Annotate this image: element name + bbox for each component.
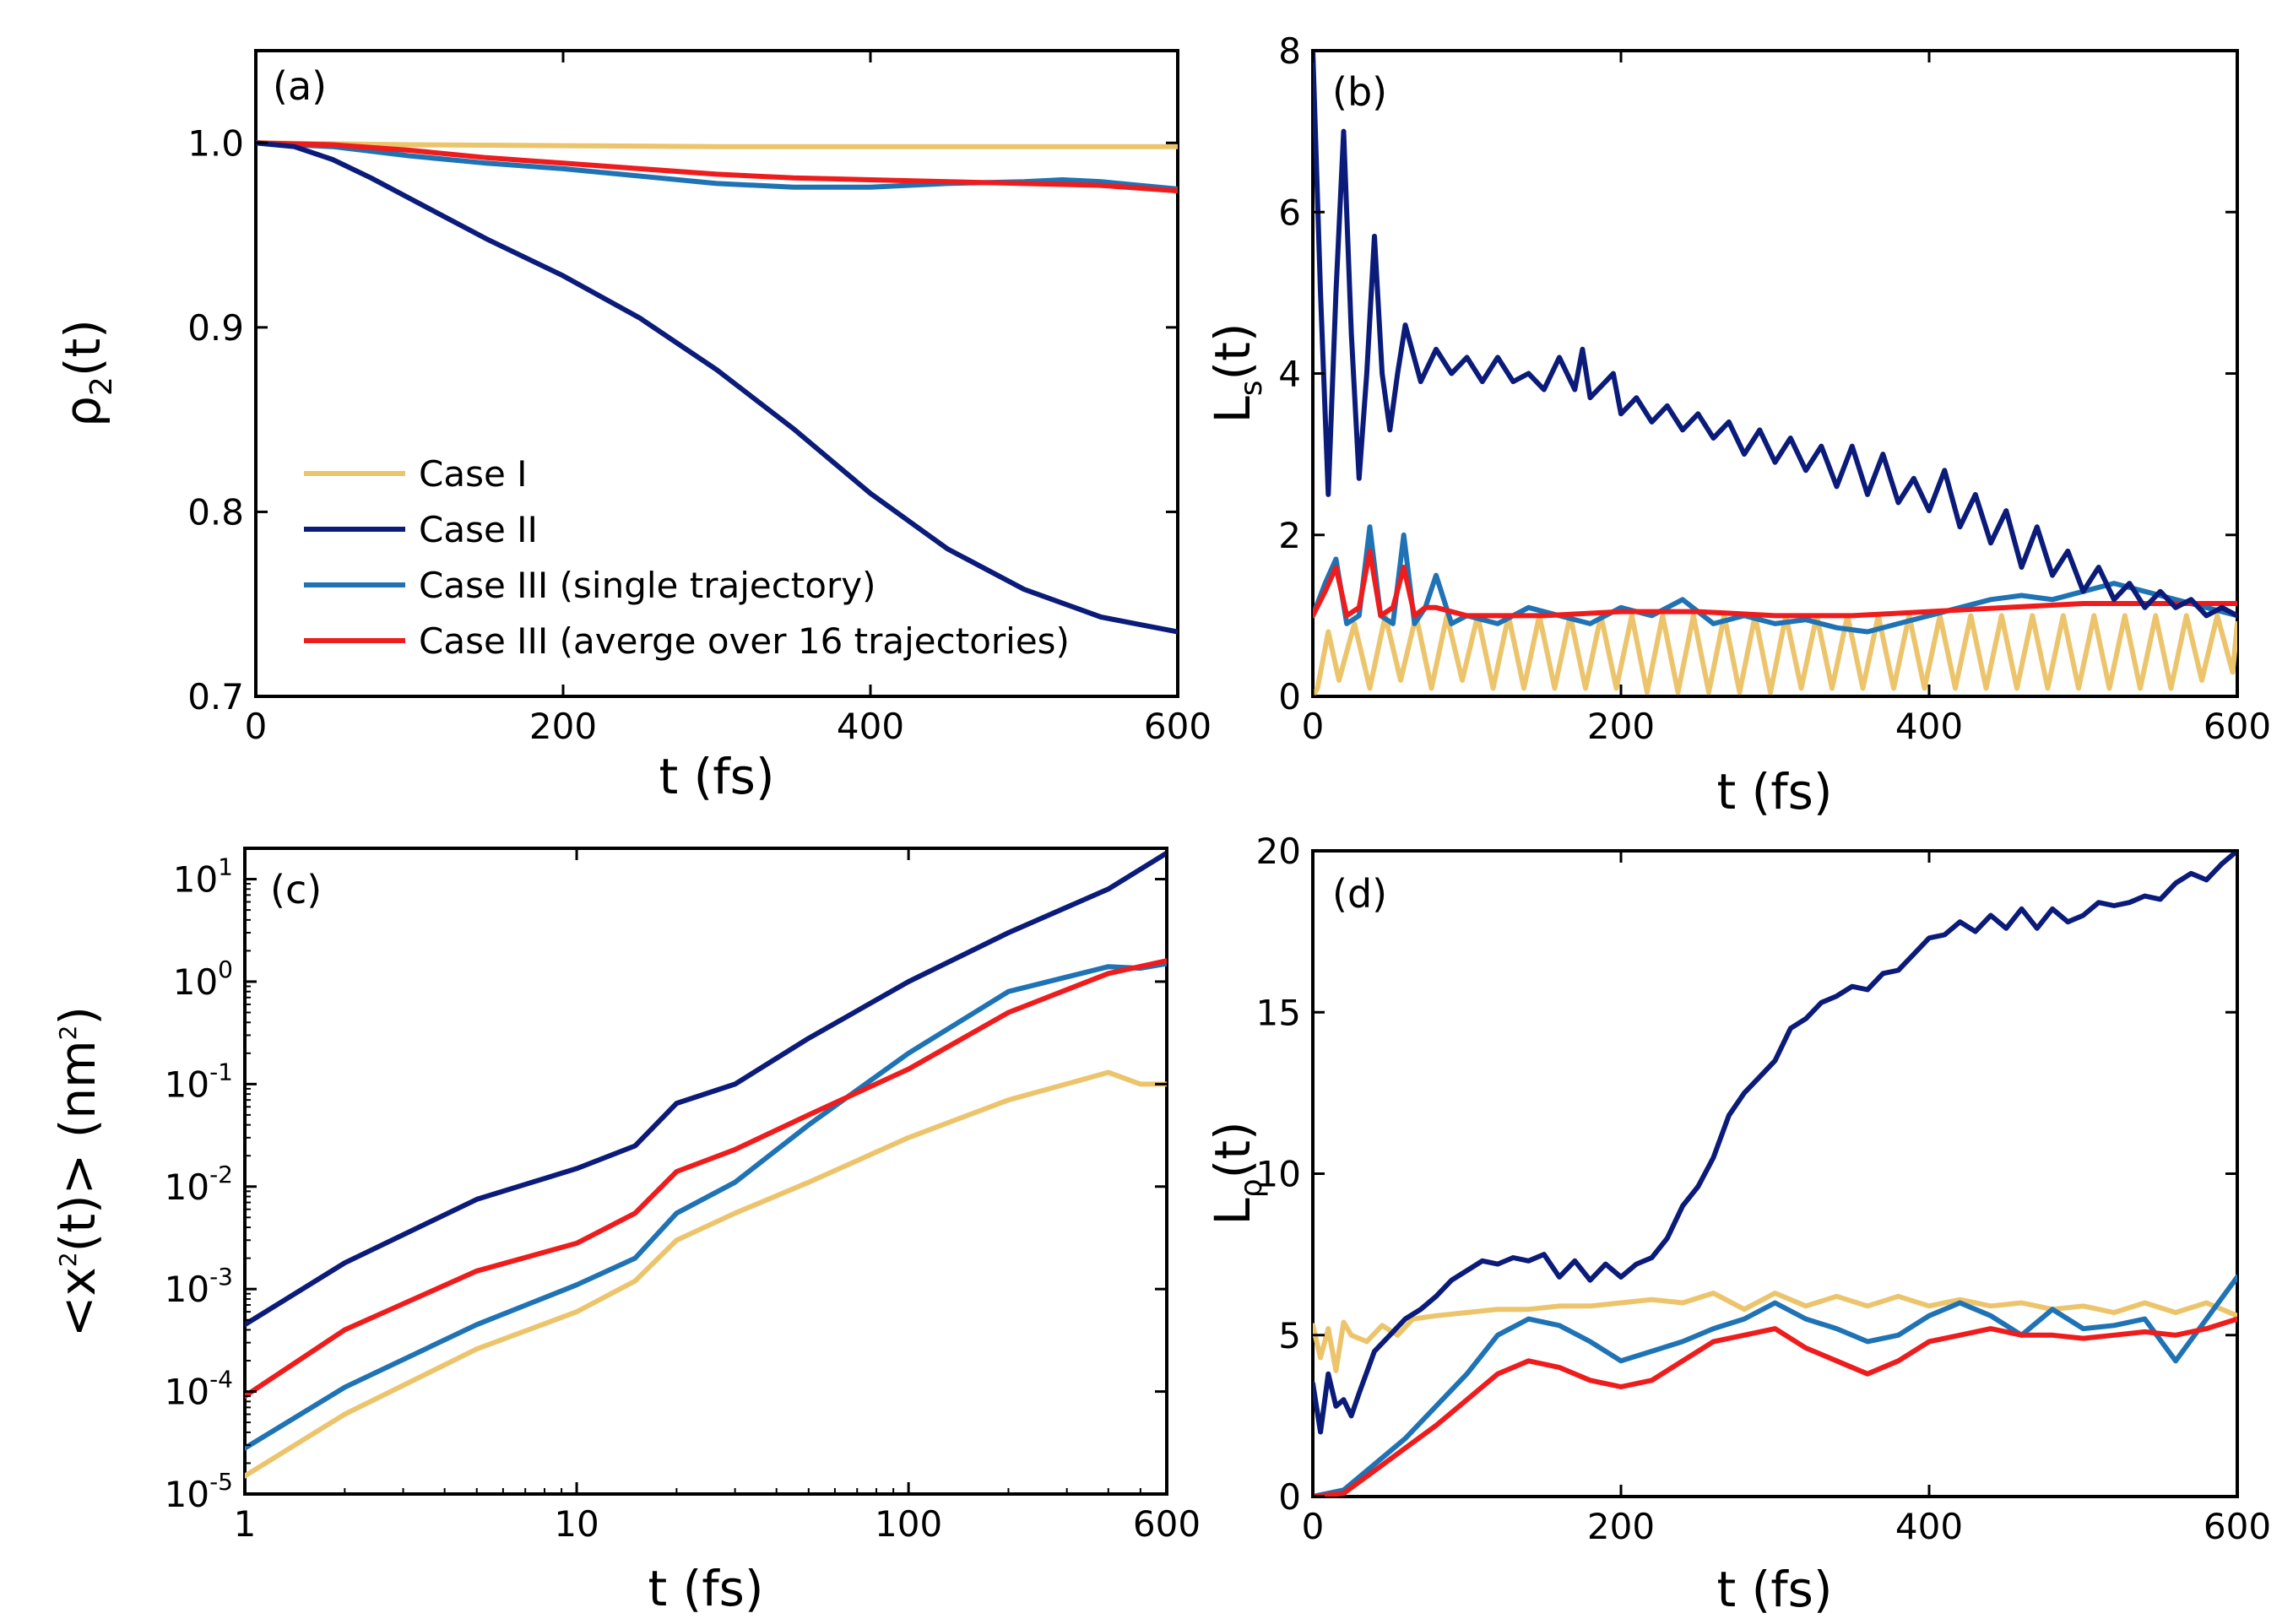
panel-b-series: [1313, 51, 2237, 696]
panel-b-xtick-label: 0: [1302, 706, 1325, 747]
panel-a-xlabel: t (fs): [659, 748, 774, 805]
panel-d-ytick-label: 10: [1256, 1154, 1301, 1195]
panel-c-ylabel: <x2(t)> (nm2): [49, 1006, 106, 1337]
panel-a-ticks: 0 200 400 600 0.7 0.8 0.9 1.0: [187, 51, 1212, 747]
panel-a-xtick-label: 0: [245, 706, 268, 747]
panel-c-series-case3-avg: [245, 958, 1167, 1399]
panel-d-label: (d): [1332, 871, 1387, 917]
panel-b-ticks: 0 200 400 600 0 2 4 6 8: [1278, 30, 2271, 747]
panel-c-ytick-label: 100: [173, 955, 233, 1003]
panel-c-ticks: 1 10 100 600 10-5 10-4 10-3 10-2 10-1 100 101: [165, 847, 1201, 1545]
panel-c-ytick-label: 10-5: [165, 1468, 233, 1515]
panel-b-xtick-label: 600: [2204, 706, 2271, 747]
panel-d-series: [1313, 851, 2237, 1497]
legend-label-case1: Case I: [419, 453, 528, 495]
panel-c-series: [245, 850, 1167, 1479]
panel-c-xtick-label: 100: [875, 1503, 942, 1545]
panel-c-series-case2: [245, 850, 1167, 1328]
panel-a-ytick-label: 1.0: [187, 122, 244, 164]
panel-c-series-case3-single: [245, 961, 1167, 1451]
panel-b-ytick-label: 2: [1278, 515, 1301, 556]
panel-d-ytick-label: 15: [1256, 992, 1301, 1033]
panel-c-xlabel: t (fs): [648, 1560, 763, 1617]
panel-a-series-case3-avg: [256, 140, 1178, 194]
panel-d-xtick-label: 200: [1587, 1506, 1655, 1547]
panel-c-ytick-label: 101: [173, 853, 233, 901]
panel-a-ytick-label: 0.7: [187, 676, 244, 717]
panel-d-series-case2: [1313, 851, 2237, 1435]
panel-b-series-case3-single: [1313, 524, 2237, 635]
panel-c-label: (c): [270, 867, 322, 912]
panel-c-xtick-label: 600: [1133, 1503, 1201, 1545]
legend-label-case3-single: Case III (single trajectory): [419, 565, 875, 606]
panel-c-ytick-label: 10-4: [165, 1366, 233, 1413]
panel-d-series-case3-avg: [1313, 1316, 2237, 1497]
panel-c-ytick-label: 10-2: [165, 1161, 233, 1208]
panel-d-ytick-label: 20: [1256, 831, 1301, 872]
panel-d-ticks: 0 200 400 600 0 5 10 15 20: [1256, 831, 2272, 1547]
panel-c-plot-frame: [243, 847, 1168, 1496]
panel-a-series-case3-single: [256, 140, 1178, 192]
panel-a-series-case2: [256, 140, 1178, 635]
panel-c-xtick-label: 1: [234, 1503, 257, 1545]
panel-d-xtick-label: 600: [2204, 1506, 2271, 1547]
panel-d-xtick-label: 0: [1302, 1506, 1325, 1547]
panel-a-xtick-label: 400: [837, 706, 904, 747]
panel-d-ytick-label: 5: [1278, 1315, 1301, 1356]
legend: Case I Case II Case III (single trajecto…: [304, 453, 1070, 662]
panel-b-ytick-label: 4: [1278, 354, 1301, 395]
panel-d-plot-frame: [1311, 849, 2239, 1498]
legend-label-case2: Case II: [419, 509, 538, 550]
panel-c-series-case1: [245, 1069, 1167, 1479]
panel-b-ytick-label: 6: [1278, 192, 1301, 233]
panel-d-ylabel: Lρ(t): [1204, 1121, 1269, 1225]
panel-a-ylabel: ρ2(t): [54, 319, 119, 427]
panel-b-xtick-label: 200: [1587, 706, 1655, 747]
panel-b-series-case3-avg: [1313, 548, 2237, 619]
panel-a-plot-frame: [254, 49, 1179, 698]
panel-b-xtick-label: 400: [1895, 706, 1963, 747]
panel-a-label: (a): [273, 63, 327, 109]
panel-b: 0 200 400 600 0 2 4 6 8 (b) t (fs) Ls(t): [1204, 30, 2271, 820]
panel-d-ytick-label: 0: [1278, 1476, 1301, 1518]
panel-b-ytick-label: 8: [1278, 30, 1301, 72]
panel-a-ytick-label: 0.8: [187, 491, 244, 533]
panel-a-series: [256, 140, 1178, 635]
panel-d-xtick-label: 400: [1895, 1506, 1963, 1547]
panel-a-series-case1: [256, 140, 1178, 149]
panel-a-xtick-label: 600: [1144, 706, 1212, 747]
panel-c-ytick-label: 10-1: [165, 1058, 233, 1105]
panel-a-xtick-label: 200: [529, 706, 597, 747]
panel-c-ytick-label: 10-3: [165, 1263, 233, 1310]
panel-d-series-case3-single: [1313, 1274, 2237, 1497]
panel-a-ytick-label: 0.9: [187, 307, 244, 349]
panel-b-label: (b): [1332, 69, 1387, 115]
panel-d-xlabel: t (fs): [1716, 1561, 1832, 1618]
panel-b-ylabel: Ls(t): [1204, 322, 1269, 423]
legend-label-case3-avg: Case III (averge over 16 trajectories): [419, 620, 1070, 662]
panel-b-xlabel: t (fs): [1716, 763, 1832, 820]
panel-b-series-case1: [1313, 613, 2237, 696]
panel-b-ytick-label: 0: [1278, 676, 1301, 717]
panel-b-series-case2: [1313, 51, 2237, 619]
panel-c-xtick-label: 10: [554, 1503, 599, 1545]
panel-d: 0 200 400 600 0 5 10 15 20 (d) t (fs) Lρ(t): [1204, 831, 2271, 1618]
